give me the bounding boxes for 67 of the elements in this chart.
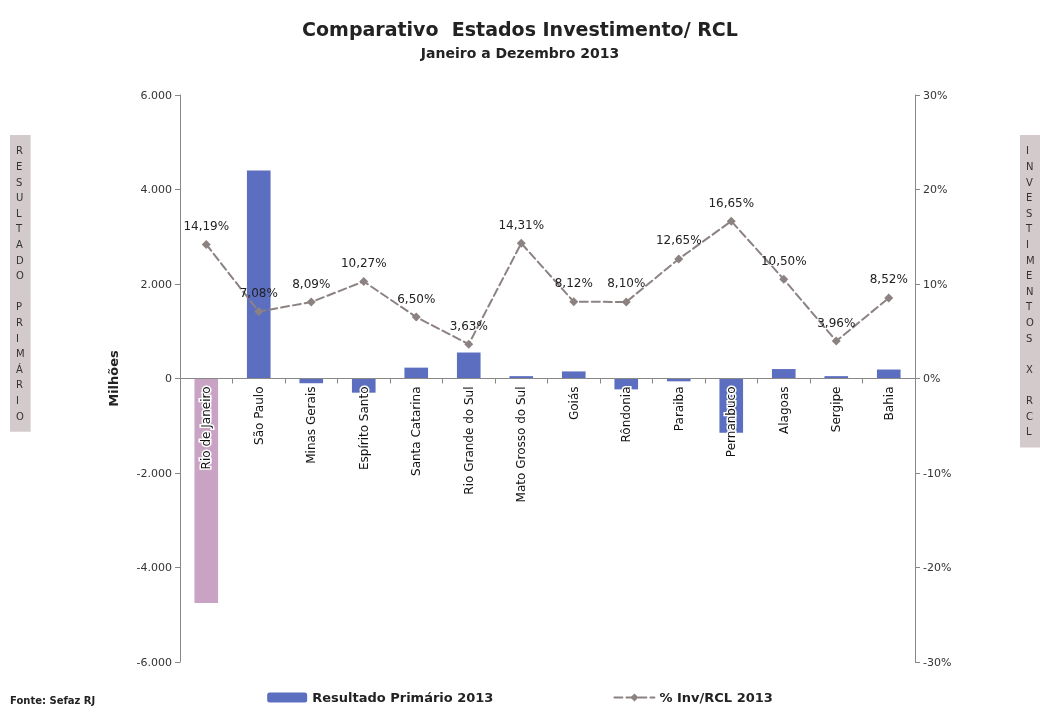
point — [516, 238, 526, 248]
x-tick-label: Rio Grande do Sul — [461, 386, 476, 495]
chart-title: Comparativo Estados Investimento/ RCL — [302, 17, 738, 40]
y2-tick-label: -30% — [923, 655, 952, 669]
data-label: 16,65% — [708, 195, 755, 210]
point — [306, 297, 316, 307]
y-tick-label: 6.000 — [140, 88, 172, 102]
y-tick-label: -6.000 — [136, 655, 172, 669]
point — [464, 339, 474, 349]
y2-tick-label: 0% — [923, 372, 941, 385]
y-tick-label: 4.000 — [140, 183, 172, 196]
point — [201, 239, 211, 249]
x-tick-label: Rio de Janeiro — [199, 386, 214, 470]
bar — [404, 367, 429, 379]
text: RESULTADO PRIMÁRIO — [16, 145, 25, 422]
x-tick-label: Santa Catarina — [409, 386, 424, 476]
y2-tick-label: 30% — [923, 88, 948, 102]
legend-label: Resultado Primário 2013 — [312, 690, 494, 705]
y-tick-label: -4.000 — [136, 561, 172, 574]
y2-tick-label: -20% — [923, 561, 952, 574]
data-label: 12,65% — [655, 233, 702, 248]
text: INVESTIMENTOS X RCL — [1026, 145, 1035, 438]
data-label: 3,63% — [449, 318, 488, 333]
x-tick-label: Goiás — [566, 386, 581, 421]
x-tick-label: Alagoas — [776, 386, 791, 434]
y-tick-label: -2.000 — [136, 466, 172, 480]
y-tick-label: 2.000 — [140, 277, 172, 291]
data-label: 14,31% — [498, 217, 545, 232]
point — [411, 312, 421, 322]
x-tick-label: Rôndonia — [619, 386, 634, 443]
x-tick-label: Mato Grosso do Sul — [514, 386, 529, 503]
point — [359, 276, 369, 286]
data-label: 10,50% — [760, 253, 807, 268]
point — [726, 216, 736, 226]
point — [884, 293, 894, 303]
data-label: 14,19% — [183, 218, 230, 233]
bar — [771, 369, 796, 379]
x-tick-label: Sergipe — [829, 386, 844, 433]
point — [569, 297, 579, 307]
source-note: Fonte: Sefaz RJ — [10, 694, 96, 706]
x-tick-label: Minas Gerais — [304, 386, 319, 464]
point — [254, 307, 264, 317]
point — [674, 254, 684, 264]
x-tick-label: São Paulo — [251, 386, 266, 445]
x-tick-label: Paraiba — [671, 386, 686, 432]
bar — [456, 352, 481, 379]
data-label: 8,10% — [607, 276, 646, 291]
legend-label: % Inv/RCL 2013 — [659, 690, 773, 705]
bar — [561, 371, 586, 379]
y2-tick-label: -10% — [923, 466, 952, 480]
x-tick-label: Bahia — [881, 386, 896, 421]
y2-tick-label: 20% — [923, 183, 948, 196]
y-axis-title: Milhões — [106, 349, 121, 407]
data-label: 8,09% — [292, 276, 331, 291]
point — [779, 274, 789, 284]
x-tick-label: Espírito Santo — [356, 386, 371, 471]
x-tick-label: Pernanbuco — [724, 386, 739, 458]
bar — [876, 369, 901, 379]
data-label: 8,52% — [869, 272, 908, 287]
data-label: 6,50% — [397, 291, 436, 306]
data-label: 10,27% — [340, 255, 387, 270]
y2-tick-label: 10% — [923, 277, 948, 291]
y-tick-label: 0 — [165, 372, 172, 385]
data-label: 8,12% — [554, 276, 593, 291]
chart-subtitle: Janeiro a Dezembro 2013 — [419, 45, 620, 61]
data-label: 3,96% — [817, 315, 856, 330]
point — [831, 336, 841, 346]
